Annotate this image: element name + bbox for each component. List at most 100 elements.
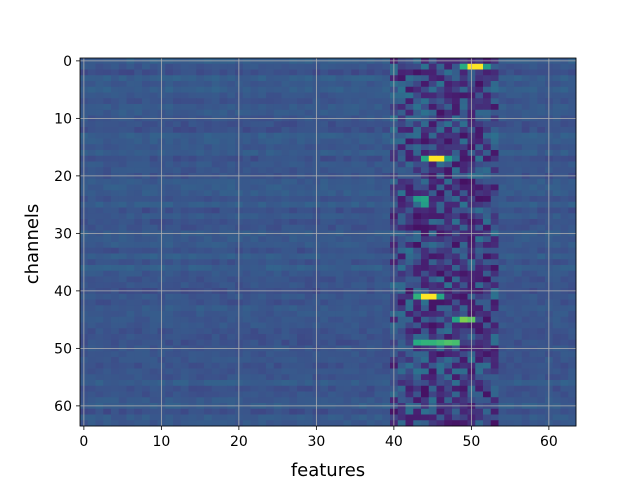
heatmap-cell [118,334,127,341]
heatmap-cell [521,414,530,421]
heatmap-cell [444,207,453,214]
heatmap-cell [382,374,391,381]
heatmap-cell [126,380,135,387]
heatmap-cell [560,121,569,128]
heatmap-cell [521,368,530,375]
heatmap-cell [328,270,337,277]
heatmap-cell [188,351,197,358]
heatmap-cell [428,144,437,151]
heatmap-cell [180,242,189,249]
heatmap-cell [297,408,306,415]
heatmap-cell [242,414,251,421]
heatmap-cell [320,155,329,162]
heatmap-cell [405,362,414,369]
heatmap-cell [366,167,375,174]
heatmap-cell [118,270,127,277]
heatmap-cell [483,75,492,82]
heatmap-cell [436,109,445,116]
heatmap-cell [568,201,577,208]
heatmap-cell [537,132,546,139]
heatmap-cell [95,293,104,300]
heatmap-cell [490,339,499,346]
heatmap-cell [304,155,313,162]
heatmap-cell [266,63,275,70]
heatmap-cell [397,98,406,105]
heatmap-cell [95,207,104,214]
heatmap-cell [211,299,220,306]
heatmap-cell [227,322,236,329]
heatmap-cell [421,305,430,312]
heatmap-cell [320,305,329,312]
heatmap-cell [250,276,259,283]
heatmap-cell [351,391,360,398]
heatmap-cell [258,242,267,249]
heatmap-cell [289,270,298,277]
heatmap-cell [320,63,329,70]
heatmap-cell [204,334,213,341]
heatmap-cell [87,391,96,398]
heatmap-cell [297,351,306,358]
heatmap-cell [266,138,275,145]
heatmap-cell [359,293,368,300]
heatmap-cell [374,178,383,185]
heatmap-cell [165,69,174,76]
heatmap-cell [126,63,135,70]
heatmap-cell [103,368,112,375]
heatmap-cell [382,276,391,283]
heatmap-cell [328,167,337,174]
heatmap-cell [568,81,577,88]
heatmap-cell [413,334,422,341]
heatmap-cell [196,408,205,415]
heatmap-cell [227,391,236,398]
heatmap-cell [483,132,492,139]
heatmap-cell [149,374,158,381]
heatmap-cell [421,242,430,249]
heatmap-cell [459,213,468,220]
heatmap-cell [568,322,577,329]
heatmap-cell [514,92,523,99]
heatmap-cell [289,265,298,272]
heatmap-cell [374,144,383,151]
heatmap-cell [250,207,259,214]
heatmap-cell [180,132,189,139]
heatmap-cell [537,104,546,111]
heatmap-cell [351,334,360,341]
heatmap-cell [444,138,453,145]
heatmap-cell [428,184,437,191]
heatmap-cell [421,380,430,387]
heatmap-cell [436,63,445,70]
heatmap-cell [552,420,561,427]
heatmap-cell [475,155,484,162]
heatmap-cell [405,219,414,226]
heatmap-cell [173,270,182,277]
heatmap-cell [498,242,507,249]
heatmap-cell [165,305,174,312]
heatmap-cell [250,305,259,312]
heatmap-cell [297,414,306,421]
heatmap-cell [103,69,112,76]
heatmap-cell [118,362,127,369]
heatmap-cell [142,155,151,162]
heatmap-cell [475,265,484,272]
heatmap-cell [273,109,282,116]
heatmap-cell [180,374,189,381]
heatmap-cell [359,109,368,116]
heatmap-cell [537,385,546,392]
heatmap-cell [219,98,228,105]
heatmap-cell [320,161,329,168]
heatmap-cell [351,201,360,208]
heatmap-cell [320,213,329,220]
heatmap-cell [568,253,577,260]
heatmap-cell [514,98,523,105]
heatmap-cell [444,270,453,277]
heatmap-cell [335,328,344,335]
heatmap-cell [343,184,352,191]
heatmap-cell [452,299,461,306]
heatmap-cell [95,316,104,323]
heatmap-cell [529,144,538,151]
heatmap-cell [366,236,375,243]
heatmap-cell [498,293,507,300]
heatmap-cell [397,253,406,260]
heatmap-cell [328,127,337,134]
heatmap-cell [366,138,375,145]
